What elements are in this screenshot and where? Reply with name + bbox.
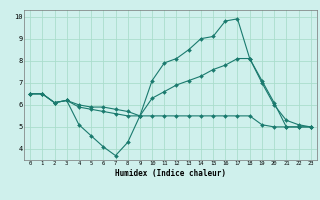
X-axis label: Humidex (Indice chaleur): Humidex (Indice chaleur) (115, 169, 226, 178)
